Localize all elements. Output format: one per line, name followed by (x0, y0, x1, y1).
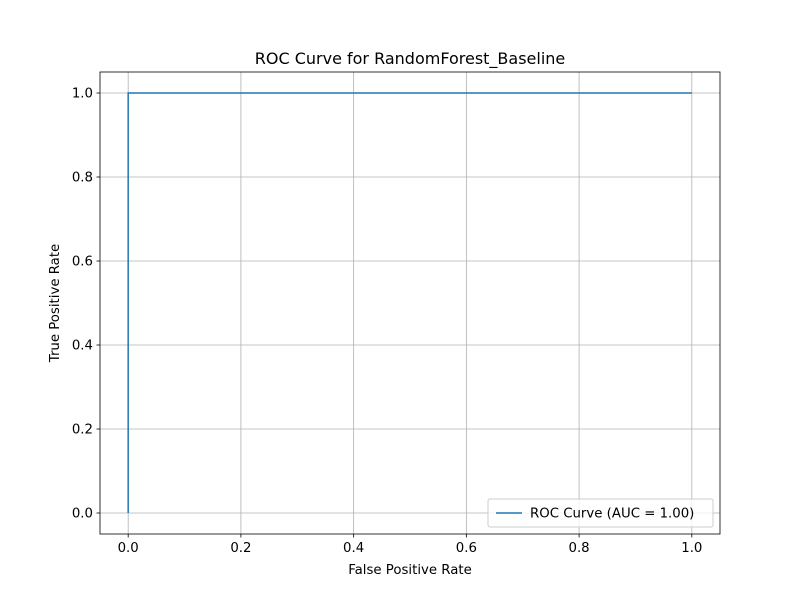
chart-title: ROC Curve for RandomForest_Baseline (255, 49, 566, 69)
y-tick-label: 0.8 (72, 171, 93, 186)
y-axis-label: True Positive Rate (48, 244, 63, 363)
x-tick-label: 0.2 (230, 541, 251, 556)
y-tick-label: 1.0 (72, 87, 93, 102)
y-tick-label: 0.6 (72, 255, 93, 270)
x-tick-label: 0.4 (343, 541, 364, 556)
x-tick-label: 0.0 (118, 541, 139, 556)
y-tick-label: 0.4 (72, 339, 93, 354)
legend-label-roc: ROC Curve (AUC = 1.00) (530, 507, 694, 522)
ticks: 0.0 0.2 0.4 0.6 0.8 1.0 0.0 0.2 0.4 0.6 0.8 1.0 (72, 87, 703, 557)
y-tick-label: 0.0 (72, 507, 93, 522)
y-tick-label: 0.2 (72, 423, 93, 438)
roc-curve-line (127, 92, 692, 513)
plot-frame (99, 71, 721, 535)
legend: ROC Curve (AUC = 1.00) (487, 498, 714, 528)
x-tick-label: 1.0 (681, 541, 702, 556)
x-tick-label: 0.6 (456, 541, 477, 556)
series-layer (127, 92, 692, 513)
x-tick-label: 0.8 (569, 541, 590, 556)
grid (100, 72, 720, 534)
x-axis-label: False Positive Rate (348, 563, 472, 578)
legend-box (487, 498, 714, 528)
